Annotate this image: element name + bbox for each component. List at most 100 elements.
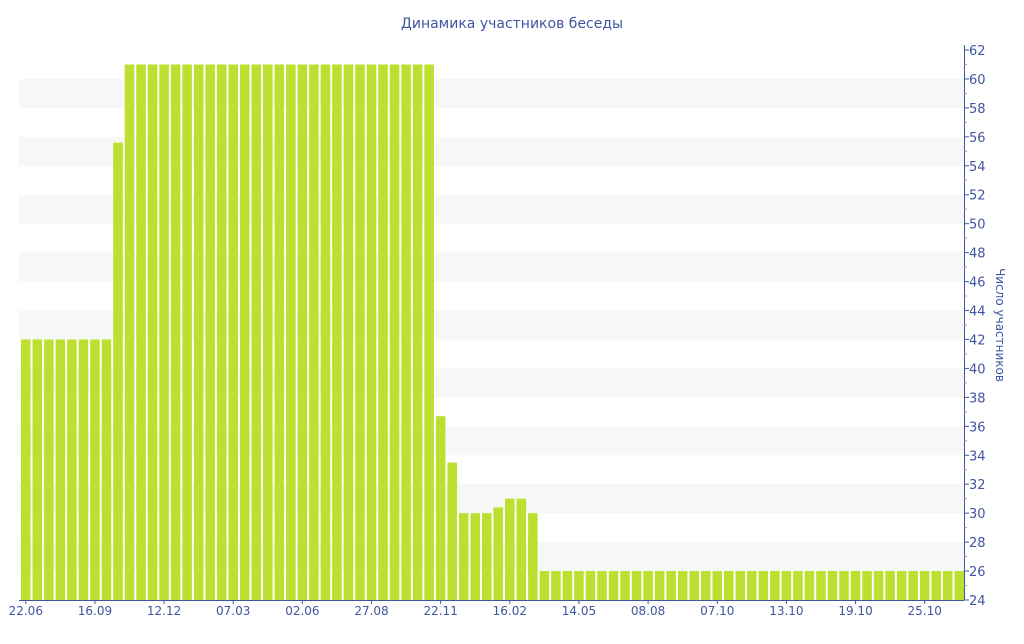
bar [631,571,642,600]
x-tick-label: 07.03 [216,604,250,618]
y-tick-label: 50 [969,218,986,233]
bar [193,64,204,600]
bar [551,571,561,600]
bar [470,513,481,600]
x-tick-label: 16.02 [493,604,527,618]
bar [839,571,849,600]
bar [332,64,342,600]
y-tick-label: 62 [969,44,986,59]
bar [147,64,158,600]
bar [574,571,584,600]
chart-title: Динамика участников беседы [401,16,623,32]
x-tick-label: 07.10 [700,604,734,618]
bar [286,64,296,600]
bar [885,571,895,600]
y-tick-label: 52 [969,189,986,204]
bar [827,571,838,600]
bar [562,571,573,600]
x-tick-label: 14.05 [562,604,596,618]
bar [274,64,285,600]
bar [424,64,434,600]
y-tick-label: 54 [969,160,986,175]
bar [251,64,262,600]
bar [228,64,239,600]
bar [816,571,826,600]
bar [113,142,123,600]
y-tick-label: 26 [969,565,986,580]
y-tick-label: 42 [969,333,986,348]
y-tick-label: 44 [969,305,986,320]
x-tick-label: 25.10 [908,604,942,618]
bar [205,64,215,600]
bar [677,571,688,600]
bar [170,64,181,600]
y-tick-label: 32 [969,478,986,493]
bar [458,513,469,600]
bar [689,571,699,600]
bar [124,64,135,600]
bar [735,571,746,600]
y-tick-label: 40 [969,362,986,377]
bar [159,64,169,600]
bar [723,571,734,600]
bar [954,571,965,600]
y-tick-label: 60 [969,73,986,88]
y-tick-label: 28 [969,536,986,551]
bar [44,339,54,600]
bar [55,339,66,600]
x-tick-label: 02.06 [285,604,319,618]
bar [21,339,31,600]
bar [389,64,400,600]
bar [700,571,711,600]
bar [931,571,941,600]
bar [355,64,365,600]
bar [136,64,146,600]
y-tick-label: 58 [969,102,986,117]
bar [908,571,918,600]
bar [239,64,250,600]
x-axis: 22.06 16.09 12.12 07.03 02.06 27.08 22.11 16.02… [9,600,964,618]
y-tick-label: 24 [969,594,986,609]
x-tick-label: 16.09 [78,604,112,618]
bar [620,571,630,600]
y-tick-label: 48 [969,247,986,262]
bar [793,571,803,600]
x-tick-label: 22.06 [9,604,43,618]
bar [643,571,653,600]
bars [21,64,965,600]
bar [862,571,872,600]
bar [873,571,884,600]
y-tick-label: 56 [969,131,986,146]
bar [942,571,953,600]
y-tick-label: 30 [969,507,986,522]
y-axis: 24 26 28 30 32 34 36 38 40 42 44 46 48 50 52 54 56 58 60 62 [964,44,986,609]
bar [320,64,331,600]
bar [516,498,527,600]
bar [608,571,619,600]
bar [505,498,515,600]
bar [78,339,89,600]
bar [712,571,723,600]
x-tick-label: 08.08 [631,604,665,618]
y-tick-label: 34 [969,449,986,464]
bar [401,64,411,600]
bar [447,462,457,600]
y-axis-label: Число участников [993,268,1007,382]
bar [90,339,100,600]
bar [435,416,446,600]
bar [297,64,308,600]
bar [493,507,504,600]
bar [747,571,757,600]
x-tick-label: 12.12 [147,604,181,618]
bar [597,571,607,600]
bar [101,339,112,600]
y-tick-label: 36 [969,420,986,435]
bar [67,339,77,600]
bar [758,571,769,600]
bar [850,571,861,600]
bar [919,571,930,600]
x-tick-label: 19.10 [838,604,872,618]
bar [263,64,273,600]
bar [666,571,676,600]
